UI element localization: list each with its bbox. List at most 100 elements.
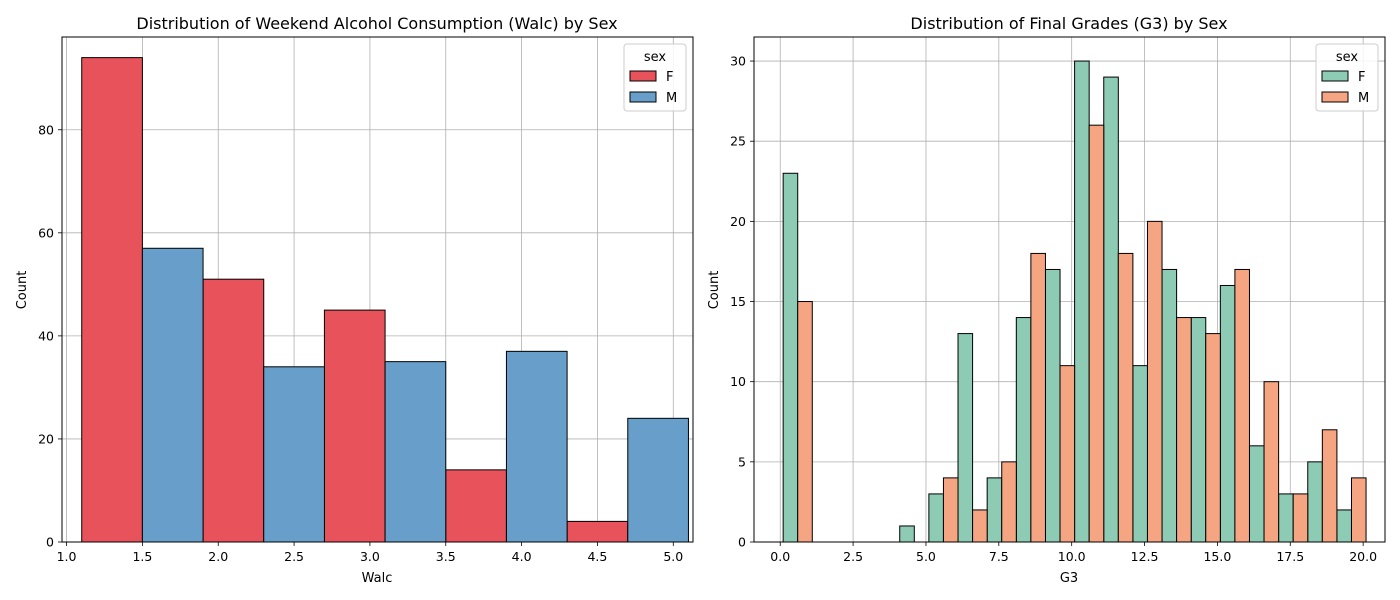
bar-F-3 [445, 469, 507, 543]
ticks: 1.0 1.5 2.0 2.5 3.0 3.5 4.0 4.5 5.0 0 20 40 60 80 [38, 122, 683, 564]
series-M [797, 124, 1367, 543]
y-tick-label: 20 [730, 214, 746, 229]
legend-swatch-M [629, 91, 657, 103]
x-tick-label: 12.5 [1131, 549, 1159, 564]
chart-g3-by-sex: Distribution of Final Grades (G3) by Sex… [707, 14, 1386, 586]
plot-frame [61, 36, 694, 543]
legend-label-M: M [666, 91, 677, 106]
bar-M-11 [1117, 252, 1134, 543]
y-tick-label: 30 [730, 54, 746, 69]
x-tick-label: 10.0 [1058, 549, 1086, 564]
bar-M-13 [1176, 317, 1192, 543]
x-tick-label: 2.5 [284, 549, 304, 564]
series-F [81, 57, 629, 543]
bar-M-2 [384, 361, 447, 543]
y-tick-label: 80 [38, 122, 54, 137]
series-F [782, 60, 1352, 543]
bar-F-16 [1248, 445, 1265, 543]
y-tick-label: 25 [730, 134, 746, 149]
x-tick-label: 5.0 [916, 549, 936, 564]
bar-F-11 [1103, 76, 1119, 543]
x-tick-label: 20.0 [1349, 549, 1377, 564]
bar-F-0 [81, 57, 143, 543]
legend-label-F: F [1358, 70, 1365, 85]
bar-F-4 [566, 520, 629, 543]
bar-F-14 [1190, 317, 1207, 543]
bar-F-9 [1044, 268, 1061, 543]
bar-F-18 [1307, 461, 1323, 543]
legend-swatch-F [1321, 70, 1349, 82]
x-tick-label: 1.0 [57, 549, 77, 564]
bar-F-19 [1336, 509, 1352, 543]
x-tick-label: 1.5 [132, 549, 152, 564]
chart-title: Distribution of Weekend Alcohol Consumpt… [136, 14, 617, 33]
bar-M-10 [1088, 124, 1105, 543]
chart-title: Distribution of Final Grades (G3) by Sex [910, 14, 1227, 33]
x-tick-label: 5.0 [663, 549, 683, 564]
bar-M-16 [1263, 381, 1280, 543]
legend-swatch-F [629, 70, 657, 82]
bar-M-9 [1059, 365, 1076, 543]
legend-label-F: F [666, 70, 673, 85]
x-axis-label: G3 [1060, 571, 1078, 586]
bar-M-17 [1292, 493, 1309, 543]
bar-M-19 [1350, 477, 1367, 543]
x-tick-label: 0.0 [770, 549, 790, 564]
ticks: 0.0 2.5 5.0 7.5 10.0 12.5 15.0 17.5 20.0 0 5 10 15 20… [730, 54, 1377, 564]
x-tick-label: 4.5 [587, 549, 607, 564]
bars [782, 60, 1367, 543]
bar-F-7 [986, 477, 1003, 543]
legend: sex FM [1315, 43, 1379, 112]
bar-F-10 [1074, 60, 1090, 543]
x-tick-label: 7.5 [989, 549, 1009, 564]
y-tick-label: 40 [38, 328, 54, 343]
y-tick-label: 0 [46, 535, 54, 550]
x-tick-label: 17.5 [1276, 549, 1304, 564]
x-tick-label: 3.5 [436, 549, 456, 564]
y-tick-label: 5 [738, 454, 746, 469]
legend-swatch-M [1321, 91, 1349, 103]
bar-M-12 [1146, 220, 1163, 543]
y-tick-label: 60 [38, 225, 54, 240]
bar-M-1 [263, 366, 325, 543]
bar-M-3 [505, 350, 568, 543]
bar-F-15 [1219, 284, 1236, 543]
bar-F-17 [1278, 493, 1294, 543]
y-tick-label: 20 [38, 431, 54, 446]
x-tick-label: 2.0 [208, 549, 228, 564]
legend-title: sex [644, 50, 667, 65]
bar-M-14 [1205, 333, 1221, 543]
legend: sex FM [623, 43, 687, 112]
bar-F-4 [899, 525, 915, 543]
legend-title: sex [1336, 50, 1359, 65]
bar-M-0 [141, 247, 204, 543]
legend-label-M: M [1358, 91, 1369, 106]
y-axis-label: Count [707, 271, 722, 310]
bar-F-5 [928, 493, 944, 543]
y-tick-label: 0 [738, 535, 746, 550]
bar-F-0 [782, 172, 799, 543]
chart-walc-by-sex: Distribution of Weekend Alcohol Consumpt… [15, 14, 694, 586]
x-axis-label: Walc [362, 571, 393, 586]
bar-F-13 [1161, 268, 1178, 543]
bar-M-6 [972, 509, 988, 543]
y-tick-label: 15 [730, 294, 746, 309]
bar-F-8 [1015, 317, 1032, 543]
x-tick-label: 2.5 [843, 549, 863, 564]
bar-M-18 [1321, 429, 1338, 543]
y-tick-label: 10 [730, 374, 746, 389]
bar-F-12 [1132, 365, 1148, 543]
bar-M-4 [627, 417, 689, 543]
bar-M-7 [1001, 461, 1017, 543]
bar-F-1 [202, 278, 265, 543]
bar-M-15 [1234, 268, 1250, 543]
x-tick-label: 3.0 [360, 549, 380, 564]
bar-F-2 [323, 309, 386, 543]
bar-M-0 [797, 301, 813, 543]
bar-M-8 [1030, 252, 1046, 543]
plot-frame [753, 36, 1386, 543]
x-tick-label: 15.0 [1203, 549, 1231, 564]
bar-F-6 [957, 333, 974, 543]
y-axis-label: Count [15, 271, 30, 310]
